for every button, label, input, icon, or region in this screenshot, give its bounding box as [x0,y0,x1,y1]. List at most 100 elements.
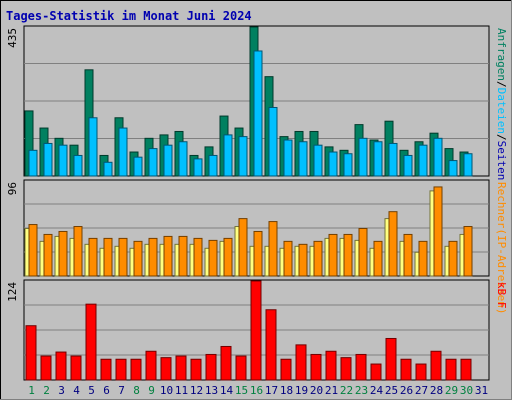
bar-kb-f-day-17 [265,309,277,381]
bar-kb-f-day-19 [295,344,307,381]
legend-label-dateien: Dateien [495,88,508,134]
legend-label-: / [495,81,508,88]
bar-rechner-day-21 [328,233,338,277]
bar-rechner-day-10 [163,235,173,277]
bar-rechner-day-8 [133,240,143,277]
bar-rechner-day-3 [58,230,68,277]
bar-dateien-day-17 [268,106,278,177]
x-tick-label: 27 [415,384,428,397]
bar-dateien-day-16 [253,50,263,177]
bar-dateien-day-30 [463,153,473,177]
bar-kb-f-day-1 [25,325,37,381]
bar-dateien-day-7 [118,127,128,177]
bar-dateien-day-29 [448,160,458,177]
bar-rechner-day-14 [223,237,233,277]
x-tick-label: 23 [355,384,368,397]
x-tick-label: 18 [280,384,293,397]
bar-kb-f-day-2 [40,355,52,381]
bar-rechner-day-29 [448,240,458,277]
bar-kb-f-day-26 [400,358,412,381]
x-tick-label: 25 [385,384,398,397]
bar-rechner-day-5 [88,237,98,277]
x-tick-label: 2 [43,384,50,397]
bar-kb-f-day-15 [235,355,247,381]
bar-kb-f-day-13 [205,353,217,381]
bar-rechner-day-30 [463,226,473,277]
bar-rechner-day-11 [178,235,188,277]
x-tick-label: 20 [310,384,323,397]
bar-dateien-day-20 [313,144,323,177]
bar-kb-f-day-11 [175,355,187,381]
x-tick-label: 22 [340,384,353,397]
bar-kb-f-day-29 [445,358,457,381]
x-tick-label: 12 [190,384,203,397]
bar-rechner-day-13 [208,239,218,277]
bar-dateien-day-9 [148,148,158,177]
bar-rechner-day-15 [238,218,248,277]
legend-label-ip-adressen: (IP-Adressen) [495,228,508,314]
bar-kb-f-day-30 [460,358,472,381]
bar-kb-f-day-8 [130,358,142,381]
bar-dateien-day-19 [298,141,308,177]
bar-rechner-day-22 [343,233,353,277]
bar-dateien-day-6 [103,161,113,177]
bar-kb-f-day-25 [385,337,397,381]
panel-top: 435 Anfragen/Dateien/Seiten [6,25,508,180]
x-tick-label: 10 [160,384,173,397]
bar-rechner-day-28 [433,186,443,277]
bar-dateien-day-28 [433,137,443,177]
bar-kb-f-day-3 [55,351,67,381]
x-tick-label: 13 [205,384,218,397]
bar-kb-f-day-5 [85,303,97,381]
x-tick-label: 31 [475,384,488,397]
x-tick-label: 8 [133,384,140,397]
x-tick-label: 17 [265,384,278,397]
bar-kb-f-day-18 [280,358,292,381]
bar-kb-f-day-28 [430,350,442,381]
x-tick-label: 16 [250,384,263,397]
bar-dateien-day-1 [28,149,38,177]
bar-kb-f-day-12 [190,358,202,381]
bar-kb-f-day-21 [325,350,337,381]
x-tick-label: 4 [73,384,80,397]
bar-dateien-day-13 [208,154,218,177]
bar-dateien-day-24 [373,141,383,177]
bar-rechner-day-20 [313,240,323,277]
bar-rechner-day-7 [118,237,128,277]
bar-rechner-day-16 [253,230,263,277]
bar-dateien-day-5 [88,117,98,177]
bar-rechner-day-27 [418,240,428,277]
x-tick-label: 21 [325,384,338,397]
bar-dateien-day-4 [73,154,83,177]
bar-rechner-day-17 [268,221,278,277]
bar-dateien-day-12 [193,158,203,177]
bar-kb-f-day-4 [70,355,82,381]
bar-rechner-day-4 [73,226,83,277]
x-axis-labels: 1 2 3 4 5 6 7 8 9 10 11 12 13 14 15 16 17 18 19 20 21 22 23 24 2… [28,384,488,397]
bar-dateien-day-10 [163,144,173,177]
bar-kb-f-day-6 [100,358,112,381]
bar-rechner-day-1 [28,224,38,277]
bar-dateien-day-3 [58,144,68,177]
bar-dateien-day-11 [178,141,188,177]
bar-dateien-day-18 [283,139,293,177]
bar-rechner-day-23 [358,228,368,277]
bar-rechner-day-19 [298,243,308,277]
bar-rechner-day-2 [43,233,53,277]
x-tick-label: 30 [460,384,473,397]
legend-label-: / [495,134,508,141]
x-tick-label: 19 [295,384,308,397]
legend-label-rechner: Rechner [495,182,508,229]
x-tick-label: 11 [175,384,188,397]
bar-rechner-day-24 [373,240,383,277]
bar-kb-f-day-16 [250,280,262,381]
panel-top-legend: Anfragen/Dateien/Seiten [495,28,508,180]
x-tick-label: 3 [58,384,65,397]
bar-rechner-day-25 [388,211,398,277]
bar-kb-f-day-20 [310,353,322,381]
bar-dateien-day-14 [223,134,233,177]
bar-dateien-day-15 [238,136,248,177]
bar-rechner-day-9 [148,237,158,277]
